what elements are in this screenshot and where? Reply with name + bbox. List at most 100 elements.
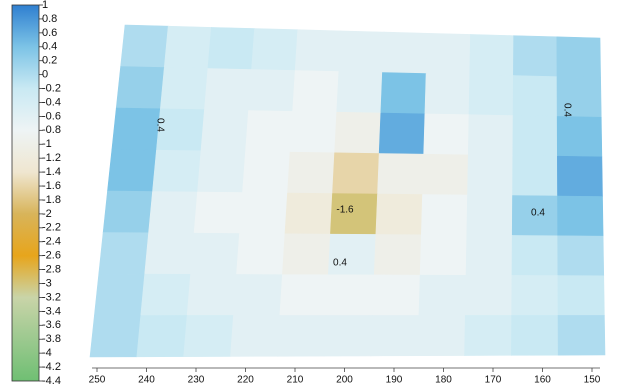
colorbar-tick-label: -4.2	[42, 361, 61, 373]
surface-cell	[469, 75, 513, 116]
colorbar	[12, 5, 39, 381]
colorbar-tick-label: 0.4	[42, 41, 57, 53]
colorbar-tick-label: -4.4	[42, 375, 61, 387]
x-tick-label: 170	[485, 375, 502, 386]
surface-cell	[153, 150, 201, 192]
surface-cell	[513, 156, 558, 196]
contour-label: 0.4	[561, 103, 572, 117]
colorbar-tick-label: -3.2	[42, 291, 61, 303]
surface-cell	[295, 30, 341, 72]
surface-cell	[236, 233, 284, 274]
surface-cell	[112, 108, 160, 150]
colorbar-tick-label: 0.6	[42, 27, 57, 39]
surface-cell	[558, 276, 605, 316]
surface-cell	[290, 111, 337, 152]
surface-cell	[324, 315, 372, 356]
surface-cell	[208, 27, 255, 69]
colorbar-tick-label: -1.6	[42, 180, 61, 192]
x-tick-label: 160	[534, 375, 551, 386]
surface-cell	[243, 152, 291, 193]
surface-cell	[328, 234, 376, 275]
surface-cell	[465, 275, 512, 315]
colorbar-tick-label: 1	[42, 0, 48, 11]
colorbar-tick-label: -1.2	[42, 152, 61, 164]
surface-cell	[277, 315, 326, 356]
colorbar-tick-label: -3	[42, 277, 52, 289]
surface-cell	[116, 67, 164, 109]
surface	[90, 25, 605, 357]
surface-cell	[191, 233, 240, 274]
surface-cell	[511, 315, 558, 355]
surface-cell	[249, 70, 296, 112]
surface-cell	[512, 235, 558, 275]
surface-cell	[121, 25, 169, 68]
surface-cell	[108, 150, 157, 192]
surface-cell	[187, 274, 236, 315]
surface-cell	[557, 116, 602, 156]
surface-cell	[288, 152, 335, 193]
colorbar-tick-label: 0	[42, 69, 48, 81]
surface-cell	[198, 151, 246, 193]
surface-cell	[230, 315, 279, 356]
colorbar-tick-label: -1.8	[42, 194, 61, 206]
colorbar-tick-label: -2.8	[42, 263, 61, 275]
surface-cell	[145, 233, 194, 274]
surface-cell	[425, 74, 470, 115]
colorbar-tick-label: -2	[42, 208, 52, 220]
x-tick-label: 150	[584, 375, 601, 386]
colorbar-tick-label: -4	[42, 347, 52, 359]
surface-cell	[141, 274, 191, 315]
surface-cell	[371, 315, 419, 355]
surface-cell	[468, 155, 513, 196]
surface-cell	[280, 275, 328, 316]
surface-cell	[381, 73, 426, 114]
surface-cell	[149, 192, 198, 234]
colorbar-tick-label: -0.2	[42, 82, 61, 94]
surface-cell	[374, 234, 421, 275]
surface-cell	[194, 192, 242, 233]
surface-cell	[420, 235, 467, 275]
surface-cell	[337, 72, 383, 113]
colorbar-tick-label: -1	[42, 138, 52, 150]
surface-cell	[184, 315, 234, 356]
colorbar-tick-label: -3.6	[42, 319, 61, 331]
surface-cell	[99, 233, 149, 275]
surface-cell	[252, 29, 298, 71]
chart: 10.80.60.40.20-0.2-0.4-0.6-0.8-1-1.2-1.4…	[0, 0, 619, 389]
colorbar-tick-label: -3.8	[42, 333, 61, 345]
surface-cell	[558, 236, 604, 276]
surface-cell	[285, 193, 333, 234]
x-tick-label: 180	[435, 375, 452, 386]
contour-label: 0.4	[531, 208, 545, 219]
surface-cell	[418, 315, 466, 355]
x-tick-label: 220	[237, 375, 254, 386]
surface-cell	[557, 156, 602, 196]
x-tick-label: 240	[138, 375, 155, 386]
surface-cell	[333, 153, 380, 194]
colorbar-tick-label: -2.6	[42, 250, 61, 262]
colorbar-tick-label: 0.2	[42, 55, 57, 67]
surface-cell	[470, 34, 514, 75]
surface-cell	[468, 115, 513, 156]
surface-cell	[426, 33, 470, 74]
surface-cell	[164, 26, 211, 68]
surface-cell	[94, 274, 144, 316]
surface-cell	[513, 76, 557, 117]
x-tick-label: 200	[336, 375, 353, 386]
contour-label: -1.6	[336, 205, 354, 216]
surface-cell	[558, 196, 604, 236]
contour-label: 0.4	[154, 118, 165, 132]
surface-cell	[419, 275, 466, 315]
surface-cell	[137, 315, 187, 356]
colorbar-tick-label: -0.4	[42, 96, 61, 108]
colorbar-tick-label: 0.8	[42, 13, 57, 25]
x-tick-label: 250	[89, 375, 106, 386]
surface-cell	[513, 36, 557, 77]
surface-cell	[513, 116, 558, 157]
x-tick-label: 210	[287, 375, 304, 386]
colorbar-tick-label: -3.4	[42, 305, 61, 317]
surface-cell	[90, 315, 141, 357]
surface-cell	[557, 37, 601, 78]
surface-cell	[424, 114, 469, 155]
surface-cell	[293, 71, 339, 113]
